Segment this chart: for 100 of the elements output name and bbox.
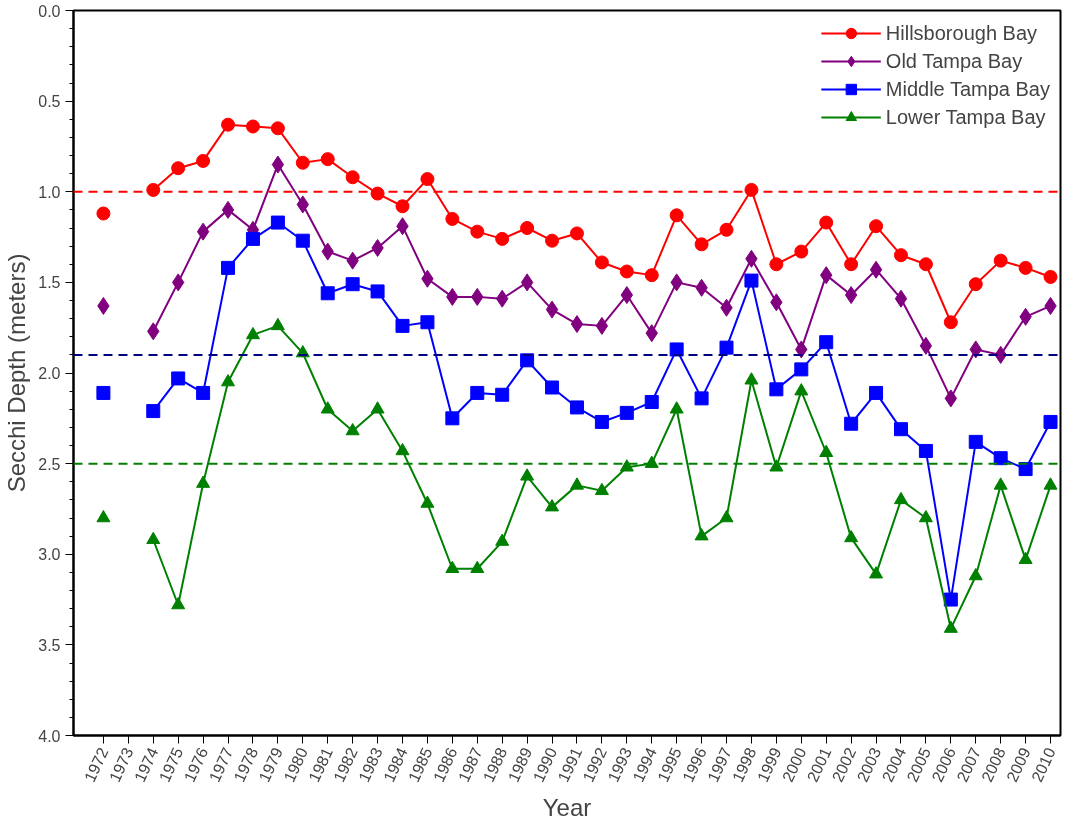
- point: [196, 385, 211, 400]
- point: [395, 199, 410, 214]
- point: [545, 300, 559, 319]
- y-axis-title: Secchi Depth (meters): [3, 253, 31, 493]
- point: [694, 237, 709, 252]
- legend-label: Lower Tampa Bay: [885, 104, 1046, 130]
- legend-label: Hillsborough Bay: [885, 20, 1038, 46]
- point: [794, 244, 809, 259]
- point: [445, 560, 460, 573]
- point: [320, 152, 335, 167]
- point: [146, 531, 161, 544]
- point: [196, 222, 210, 241]
- point: [370, 284, 385, 299]
- point: [146, 182, 161, 197]
- point: [295, 233, 310, 248]
- point: [470, 385, 485, 400]
- y-tick-label: 3.5: [38, 636, 61, 654]
- point: [1018, 260, 1033, 275]
- y-tick-label: 1.5: [38, 274, 61, 292]
- point: [769, 459, 784, 472]
- point: [221, 117, 236, 132]
- point: [545, 380, 560, 395]
- point: [918, 257, 933, 272]
- point: [245, 231, 260, 246]
- point: [171, 596, 186, 610]
- point: [968, 567, 983, 581]
- point: [171, 371, 186, 386]
- point: [869, 385, 884, 400]
- point: [445, 411, 460, 426]
- y-tick-label: 2.5: [38, 455, 61, 473]
- point: [744, 273, 759, 288]
- point: [370, 186, 385, 201]
- point: [1043, 477, 1058, 490]
- point: [1018, 551, 1033, 564]
- point: [569, 477, 584, 490]
- point: [320, 401, 335, 414]
- point: [644, 268, 659, 283]
- point: [943, 620, 958, 633]
- point: [844, 286, 858, 305]
- point: [520, 273, 534, 292]
- point: [270, 121, 285, 136]
- point: [270, 215, 285, 230]
- point: [146, 404, 161, 419]
- point: [844, 416, 859, 431]
- point: [719, 222, 734, 237]
- point: [271, 155, 285, 174]
- point: [245, 326, 260, 340]
- point: [245, 119, 260, 134]
- point: [869, 219, 884, 234]
- point: [619, 405, 634, 420]
- legend-label: Old Tampa Bay: [885, 48, 1023, 74]
- point: [570, 315, 584, 334]
- point: [993, 477, 1008, 490]
- point: [520, 468, 535, 481]
- point: [594, 482, 609, 496]
- point: [893, 422, 908, 437]
- point: [794, 383, 809, 396]
- point: [221, 374, 236, 387]
- point: [96, 509, 111, 523]
- point: [495, 231, 510, 246]
- point: [345, 170, 360, 185]
- point: [694, 391, 709, 406]
- point: [918, 443, 933, 458]
- point: [619, 459, 634, 472]
- point: [844, 529, 859, 543]
- point: [345, 422, 360, 436]
- point: [844, 257, 859, 272]
- y-tick-label: 4.0: [38, 727, 61, 745]
- point: [893, 491, 908, 505]
- point: [918, 509, 933, 523]
- point: [744, 182, 759, 197]
- point: [1043, 269, 1058, 284]
- point: [395, 442, 410, 456]
- y-tick-label: 1.0: [38, 183, 61, 201]
- point: [495, 533, 510, 546]
- point: [594, 255, 609, 270]
- point: [769, 257, 784, 272]
- point: [221, 200, 235, 219]
- point: [545, 233, 560, 248]
- point: [943, 315, 958, 330]
- point: [96, 385, 111, 400]
- point: [819, 335, 834, 350]
- point: [420, 495, 435, 508]
- point: [520, 221, 535, 235]
- y-tick-label: 2.0: [38, 365, 61, 382]
- point: [694, 528, 709, 541]
- point: [420, 315, 435, 330]
- point: [569, 226, 584, 241]
- point: [869, 260, 883, 279]
- point: [295, 155, 310, 170]
- point: [345, 277, 360, 292]
- y-tick-label: 0.5: [38, 93, 61, 111]
- point: [196, 475, 211, 488]
- point: [719, 340, 734, 355]
- point: [869, 566, 884, 579]
- point: [919, 336, 933, 355]
- point: [894, 289, 908, 308]
- point: [545, 499, 560, 512]
- point: [744, 372, 759, 385]
- point: [819, 444, 834, 457]
